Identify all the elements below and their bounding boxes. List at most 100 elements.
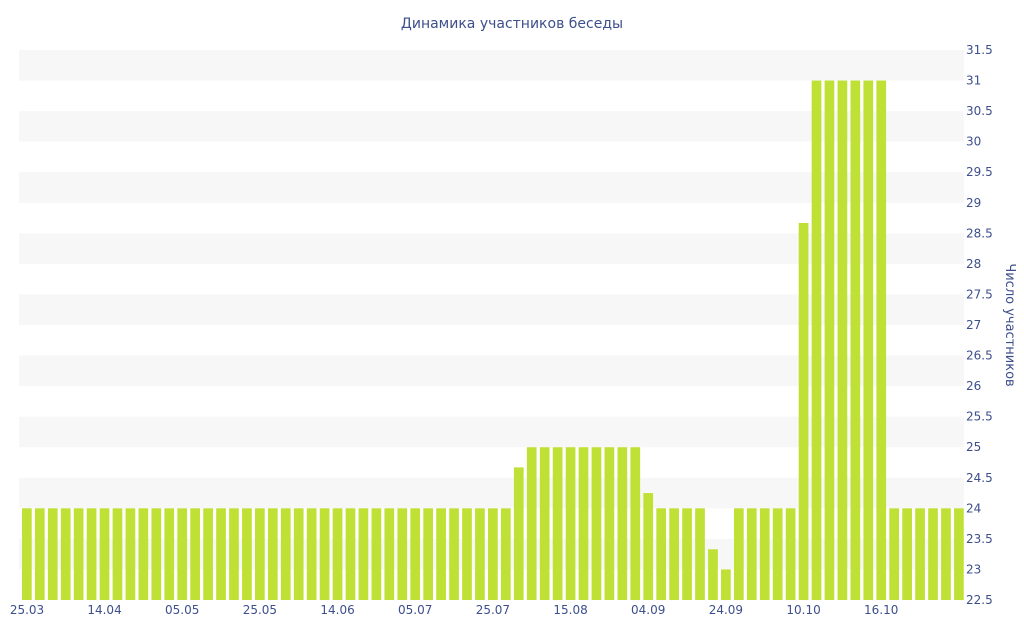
bar bbox=[656, 508, 667, 600]
x-tick-label: 25.05 bbox=[243, 603, 277, 617]
bar bbox=[721, 569, 731, 600]
bar bbox=[552, 447, 563, 600]
bar bbox=[915, 508, 925, 600]
bar bbox=[798, 222, 809, 600]
x-tick-label: 25.07 bbox=[476, 603, 510, 617]
bars bbox=[22, 80, 964, 601]
bar bbox=[151, 508, 162, 600]
bar bbox=[280, 508, 291, 600]
y-tick-label: 26 bbox=[966, 379, 981, 393]
bar bbox=[177, 508, 188, 600]
x-tick-label: 05.07 bbox=[398, 603, 432, 617]
bar bbox=[22, 508, 32, 600]
bar bbox=[423, 508, 434, 600]
bar bbox=[928, 508, 938, 600]
x-tick-label: 24.09 bbox=[709, 603, 743, 617]
y-tick-label: 24 bbox=[966, 501, 981, 515]
bar bbox=[384, 508, 395, 600]
chart-title: Динамика участников беседы bbox=[401, 16, 623, 32]
bar bbox=[759, 508, 770, 600]
bar bbox=[34, 508, 45, 600]
bar bbox=[604, 447, 615, 600]
bar bbox=[772, 508, 783, 600]
bar bbox=[695, 508, 705, 600]
bar bbox=[332, 508, 343, 600]
x-tick-label: 04.09 bbox=[631, 603, 665, 617]
grid-band bbox=[19, 111, 964, 142]
bar bbox=[578, 447, 589, 600]
bar bbox=[125, 508, 136, 600]
bar bbox=[513, 467, 524, 600]
bar bbox=[410, 508, 421, 600]
bar bbox=[941, 508, 951, 600]
x-axis-ticks: 25.03 14.04 05.05 25.05 14.06 05.07 25.07 15.08… bbox=[10, 603, 899, 617]
x-tick-label: 05.05 bbox=[165, 603, 199, 617]
bar bbox=[229, 508, 239, 600]
grid-band bbox=[19, 416, 964, 448]
bar bbox=[60, 508, 71, 600]
y-tick-label: 24.5 bbox=[966, 471, 993, 485]
bar bbox=[785, 508, 796, 600]
grid-band bbox=[19, 50, 964, 81]
y-tick-label: 23.5 bbox=[966, 532, 993, 546]
bar bbox=[86, 508, 97, 600]
bar bbox=[319, 508, 330, 600]
x-tick-label: 10.10 bbox=[786, 603, 820, 617]
bar bbox=[824, 80, 835, 601]
y-tick-label: 30 bbox=[966, 135, 981, 149]
bar bbox=[708, 549, 718, 600]
y-tick-label: 28 bbox=[966, 257, 981, 271]
y-tick-label: 31.5 bbox=[966, 43, 993, 57]
bar bbox=[733, 508, 744, 600]
y-tick-label: 23 bbox=[966, 562, 981, 576]
bar bbox=[138, 508, 149, 600]
y-tick-label: 29 bbox=[966, 196, 981, 210]
bar bbox=[293, 508, 304, 600]
bar bbox=[630, 447, 641, 600]
bar bbox=[682, 508, 692, 600]
bar bbox=[462, 508, 472, 600]
y-axis-label: Число участников bbox=[1002, 263, 1017, 386]
bar bbox=[850, 80, 861, 601]
bar bbox=[203, 508, 213, 600]
bar bbox=[436, 508, 446, 600]
bar bbox=[902, 508, 912, 600]
y-tick-label: 25 bbox=[966, 440, 981, 454]
bar bbox=[669, 508, 679, 600]
bar bbox=[371, 508, 382, 600]
bar bbox=[746, 508, 757, 600]
bar bbox=[358, 508, 369, 600]
bar bbox=[811, 80, 822, 601]
y-tick-label: 22.5 bbox=[966, 593, 993, 607]
bar bbox=[591, 447, 602, 600]
x-tick-label: 15.08 bbox=[553, 603, 587, 617]
grid-band bbox=[19, 355, 964, 387]
x-tick-label: 16.10 bbox=[864, 603, 898, 617]
bar bbox=[190, 508, 200, 600]
y-tick-label: 31 bbox=[966, 74, 981, 88]
bar bbox=[73, 508, 84, 600]
bar bbox=[216, 508, 226, 600]
bar bbox=[565, 447, 576, 600]
bar bbox=[449, 508, 459, 600]
bar bbox=[306, 508, 317, 600]
bar bbox=[488, 508, 498, 600]
grid-band bbox=[19, 233, 964, 264]
bar bbox=[837, 80, 848, 601]
y-tick-label: 27.5 bbox=[966, 287, 993, 301]
y-tick-label: 30.5 bbox=[966, 104, 993, 118]
bar bbox=[255, 508, 265, 600]
bar bbox=[345, 508, 356, 600]
x-tick-label: 25.03 bbox=[10, 603, 44, 617]
y-axis-ticks: 22.5 23 23.5 24 24.5 25 25.5 26 26.5 27 27.5 28 28.5… bbox=[966, 43, 993, 607]
bar bbox=[242, 508, 252, 600]
y-tick-label: 27 bbox=[966, 318, 981, 332]
x-tick-label: 14.04 bbox=[87, 603, 121, 617]
bar bbox=[889, 508, 900, 600]
bar bbox=[99, 508, 110, 600]
grid-band bbox=[19, 172, 964, 203]
bar bbox=[643, 493, 654, 600]
bar bbox=[47, 508, 58, 600]
y-tick-label: 26.5 bbox=[966, 349, 993, 363]
